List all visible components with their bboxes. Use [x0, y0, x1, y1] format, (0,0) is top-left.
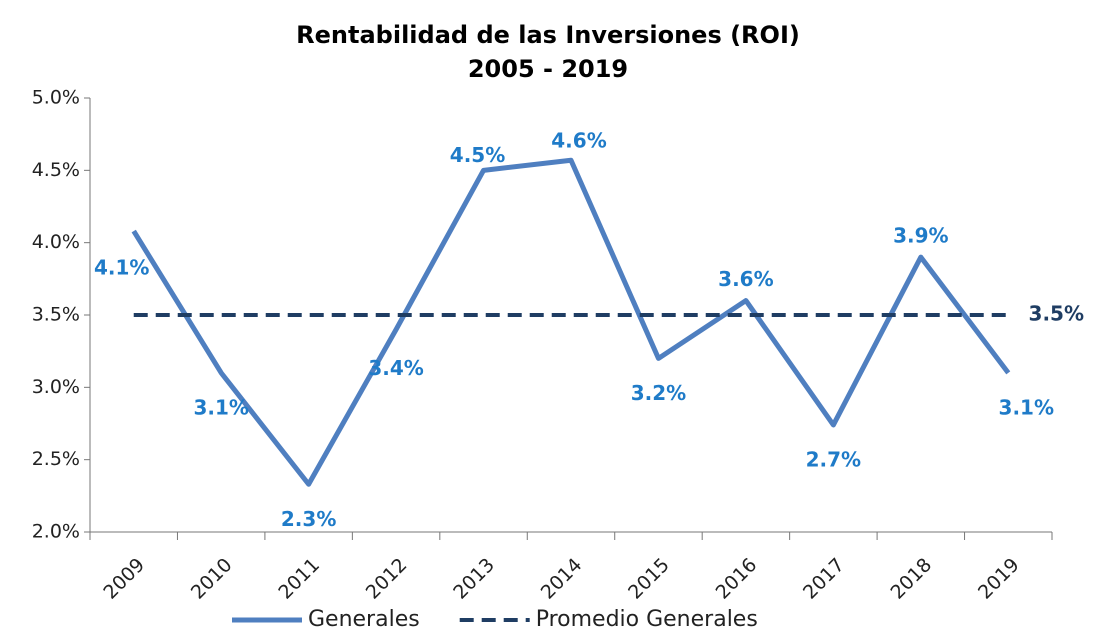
x-tick-label: 2016 — [712, 554, 762, 604]
x-tick-label: 2011 — [274, 554, 324, 604]
data-label: 3.2% — [631, 381, 686, 405]
data-label: 3.6% — [718, 267, 773, 291]
data-label: 2.7% — [806, 447, 861, 471]
chart-title: Rentabilidad de las Inversiones (ROI) — [296, 21, 800, 49]
chart-subtitle: 2005 - 2019 — [468, 55, 628, 83]
y-tick-label: 3.5% — [32, 304, 80, 326]
data-line — [131, 157, 1011, 487]
y-tick-label: 4.0% — [32, 231, 80, 253]
x-tick-label: 2012 — [362, 554, 412, 604]
x-tick-label: 2009 — [99, 554, 149, 604]
x-tick-label: 2010 — [187, 554, 237, 604]
y-tick-label: 2.0% — [32, 521, 80, 543]
x-tick-label: 2017 — [799, 554, 849, 604]
y-tick-label: 2.5% — [32, 448, 80, 470]
x-tick-label: 2014 — [537, 554, 587, 604]
data-label: 3.1% — [193, 395, 248, 419]
x-tick-label: 2019 — [974, 554, 1024, 604]
legend-label: Promedio Generales — [536, 607, 758, 632]
x-tick-label: 2015 — [624, 554, 674, 604]
data-label: 3.1% — [999, 395, 1054, 419]
data-label: 3.4% — [368, 356, 423, 380]
y-tick-label: 5.0% — [32, 87, 80, 109]
data-label: 3.9% — [893, 224, 948, 248]
data-label: 4.1% — [94, 256, 149, 280]
y-tick-label: 3.0% — [32, 376, 80, 398]
x-tick-label: 2013 — [449, 554, 499, 604]
legend-label: Generales — [308, 607, 420, 632]
data-label: 3.5% — [1029, 302, 1084, 326]
data-label: 2.3% — [281, 507, 336, 531]
y-tick-label: 4.5% — [32, 159, 80, 181]
x-tick-label: 2018 — [886, 554, 936, 604]
data-label: 4.5% — [450, 143, 505, 167]
data-label: 4.6% — [551, 129, 606, 153]
